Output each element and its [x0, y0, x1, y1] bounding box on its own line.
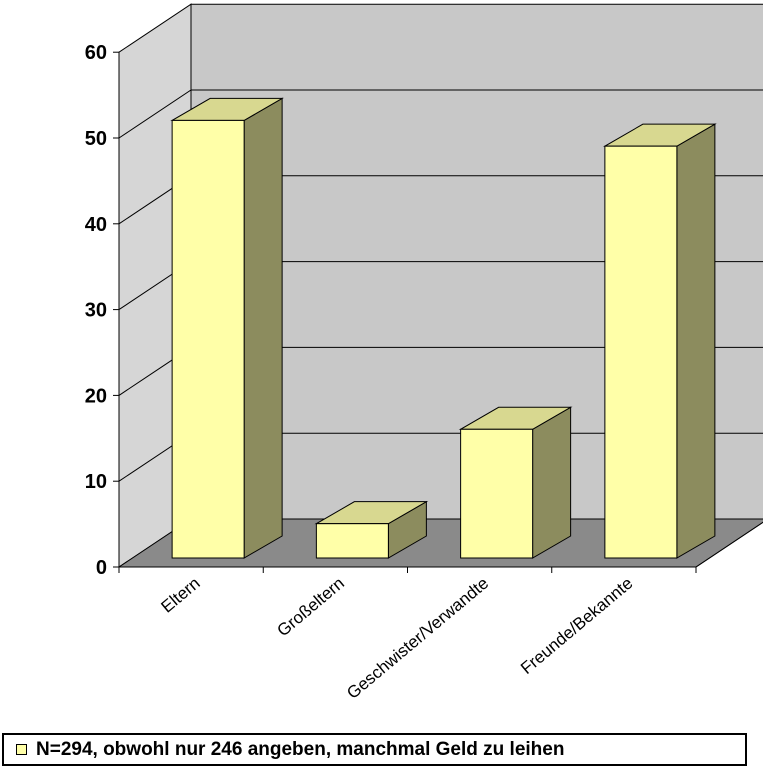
x-tick-label: Freunde/Bekannte [517, 574, 636, 678]
y-tick-label: 30 [85, 300, 107, 322]
bar-front [460, 428, 534, 559]
y-tick-label: 10 [85, 471, 107, 493]
bar [458, 406, 573, 559]
legend-swatch [16, 744, 27, 755]
bars [170, 97, 717, 559]
x-tick-label: Eltern [157, 574, 203, 617]
y-tick-label: 0 [96, 557, 107, 579]
y-tick-label: 50 [85, 128, 107, 150]
bar-front [171, 119, 245, 559]
x-tick-label: Großeltern [273, 574, 347, 641]
bar-side [532, 406, 572, 559]
y-tick-label: 40 [85, 214, 107, 236]
axes [113, 51, 763, 573]
bar [314, 500, 429, 559]
y-tick-label: 20 [85, 385, 107, 407]
floor-edge [695, 521, 763, 568]
legend: N=294, obwohl nur 246 angeben, manchmal … [2, 733, 747, 766]
bar [603, 123, 717, 559]
bar [170, 97, 284, 559]
bar-side [676, 123, 716, 559]
gridline [118, 89, 763, 139]
bar-front [315, 523, 389, 559]
x-tick-label: Geschwister/Verwandte [343, 574, 492, 703]
bar-chart: 0 10 20 30 40 50 60 Eltern GroßelternGeschwiste… [85, 3, 763, 703]
legend-label: N=294, obwohl nur 246 angeben, manchmal … [36, 738, 565, 760]
bar-front [604, 145, 678, 559]
y-tick-labels: 0 10 20 30 40 50 60 [85, 42, 107, 579]
bar-side [243, 97, 283, 559]
y-tick-label: 60 [85, 42, 107, 64]
